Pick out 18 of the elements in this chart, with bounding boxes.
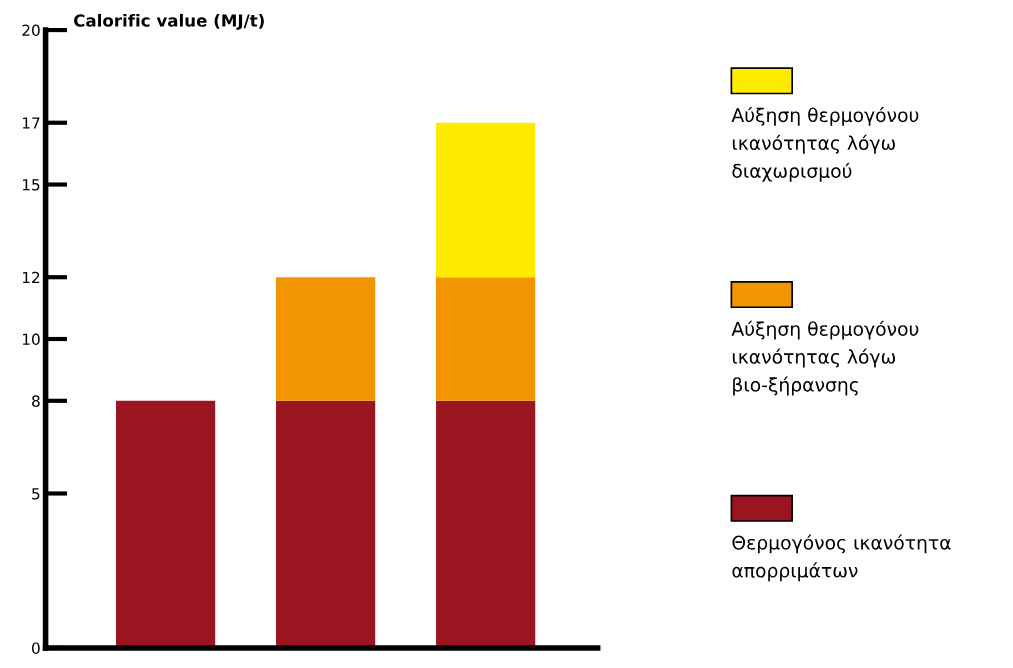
y-tick-label: 0 [32,642,40,654]
bar [276,277,376,401]
y-tick-label: 8 [32,395,40,407]
bar [276,400,376,648]
y-tick-label: 5 [32,488,40,500]
chart-title: Calorific value (MJ/t) [74,13,264,30]
legend-label: Αύξηση θερμογόνου ικανότητας λόγω διαχωρισμού [731,106,919,182]
y-tick-label: 10 [22,333,40,346]
bar [116,400,216,648]
y-tick-label: 15 [22,179,40,191]
y-tick-label: 20 [22,24,40,37]
y-tick-label: 17 [22,117,40,129]
legend-label: Αύξηση θερμογόνου ικανότητας λόγω βιο-ξήρανσης [731,320,919,396]
legend-label: Θερμογόνος ικανότητα απορριμάτων [732,534,951,582]
bar [436,122,536,278]
bar [436,277,536,401]
y-tick-label: 12 [22,271,40,284]
bar [436,400,536,648]
